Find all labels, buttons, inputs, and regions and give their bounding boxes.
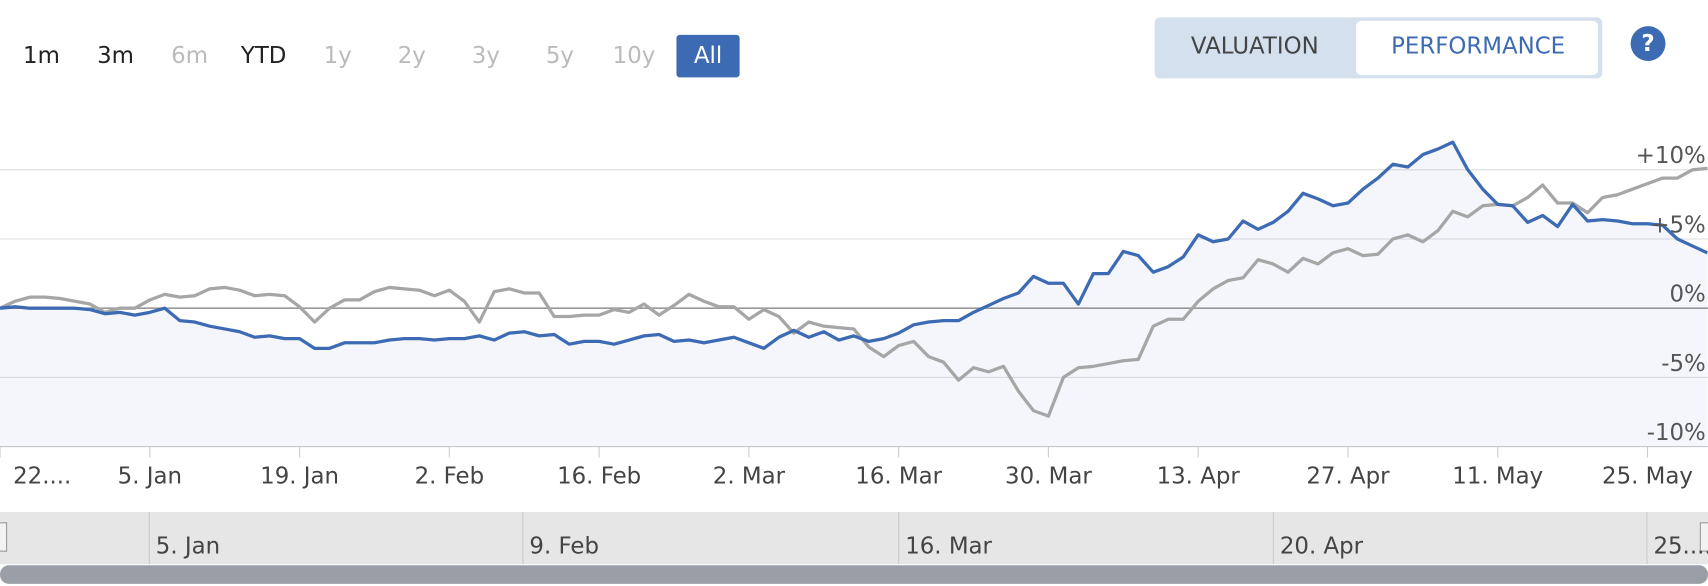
plot: 22.... 5. Jan 19. Jan 2. Feb 16. Feb 2. Mar 16… xyxy=(0,140,1708,490)
series-line xyxy=(0,166,1708,418)
active-range-bg[interactable] xyxy=(676,34,740,78)
range-selector: 1m 3m 6m YTD 1y 2y 3y 5y 10y All xyxy=(23,34,740,78)
nav-label: 25.... xyxy=(1653,533,1708,559)
x-tick-label: 30. Mar xyxy=(1005,464,1092,490)
x-tick-label: 2. Feb xyxy=(415,464,485,490)
navigator-bg xyxy=(0,511,1708,565)
range-button[interactable]: 10y xyxy=(613,43,656,69)
x-tick-label: 5. Jan xyxy=(118,464,182,490)
y-tick-label: -5% xyxy=(1661,351,1706,377)
tab[interactable]: VALUATION xyxy=(1191,33,1319,59)
range-button[interactable]: All xyxy=(694,43,722,69)
x-tick-label: 13. Apr xyxy=(1157,464,1241,490)
help-text[interactable]: ? xyxy=(1641,31,1654,57)
navigator: 5. Jan 9. Feb 16. Mar 20. Apr 25.... xyxy=(0,511,1708,584)
y-tick-label: +5% xyxy=(1650,212,1705,238)
range-button[interactable]: 2y xyxy=(398,43,426,69)
nav-label: 5. Jan xyxy=(156,533,220,559)
range-button[interactable]: 1y xyxy=(324,43,352,69)
range-button[interactable]: 1m xyxy=(23,43,60,69)
x-tick-label: 16. Feb xyxy=(557,464,641,490)
x-tick-label: 22.... xyxy=(13,464,71,490)
scrollbar[interactable] xyxy=(0,565,1708,584)
nav-label: 20. Apr xyxy=(1280,533,1364,559)
x-tick-label: 2. Mar xyxy=(713,464,786,490)
range-button[interactable]: 6m xyxy=(171,43,208,69)
y-tick-label: -10% xyxy=(1647,420,1706,446)
nav-label: 9. Feb xyxy=(529,533,599,559)
tab[interactable]: PERFORMANCE xyxy=(1391,33,1565,59)
nav-handle[interactable] xyxy=(1699,522,1708,552)
range-button[interactable]: 5y xyxy=(546,43,574,69)
range-button[interactable]: 3m xyxy=(97,43,134,69)
x-tick-label: 16. Mar xyxy=(855,464,942,490)
x-tick-label: 27. Apr xyxy=(1306,464,1390,490)
nav-handle[interactable] xyxy=(0,522,8,552)
y-tick-label: +10% xyxy=(1636,143,1706,169)
range-button[interactable]: 3y xyxy=(472,43,500,69)
tabs: VALUATION PERFORMANCE xyxy=(1154,17,1603,79)
series-line xyxy=(0,140,1708,350)
x-tick-label: 19. Jan xyxy=(260,464,339,490)
nav-label: 16. Mar xyxy=(905,533,992,559)
active-tab-bg[interactable] xyxy=(1356,20,1598,76)
help-icon[interactable] xyxy=(1630,26,1666,61)
x-tick-label: 25. May xyxy=(1602,464,1693,490)
y-tick-label: 0% xyxy=(1670,282,1706,308)
x-tick-label: 11. May xyxy=(1452,464,1543,490)
range-button[interactable]: YTD xyxy=(240,43,287,69)
